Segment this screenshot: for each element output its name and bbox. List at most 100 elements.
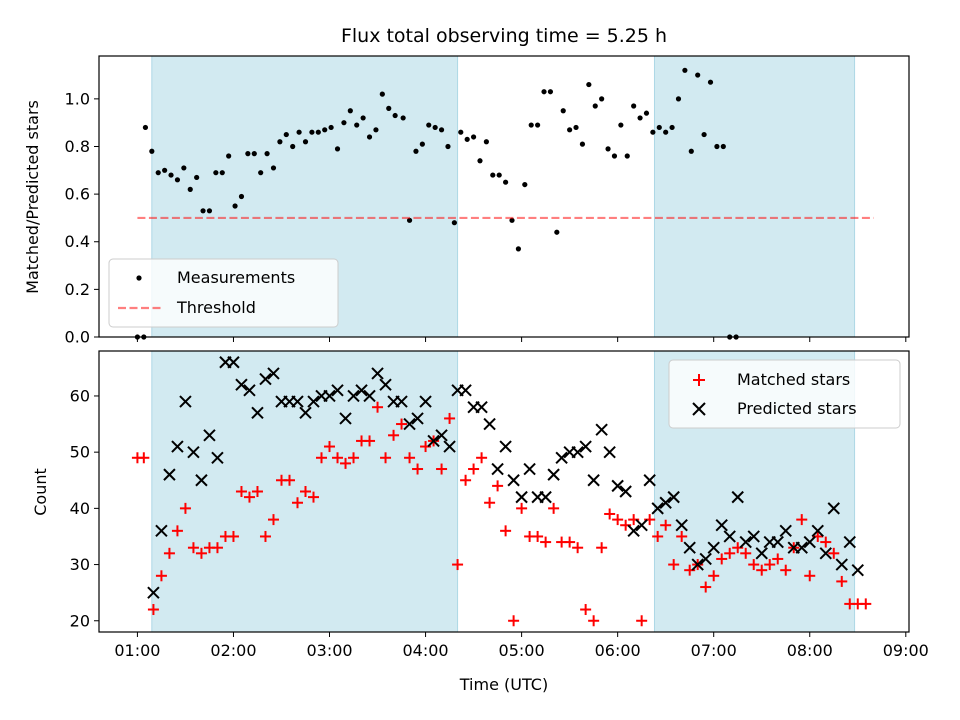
predicted-stars-point: [195, 474, 208, 487]
predicted-stars-point: [331, 384, 344, 397]
predicted-stars-point: [635, 519, 648, 532]
matched-stars-point: [211, 542, 223, 554]
top-y-ticks: 0.0 0.2 0.4 0.6 0.8 1.0: [65, 89, 99, 347]
measurement-point: [599, 96, 605, 102]
predicted-stars-point: [539, 490, 552, 504]
top-y-tick-label: 0.0: [65, 328, 90, 347]
measurement-point: [688, 148, 694, 154]
measurement-point: [142, 124, 149, 131]
predicted-stars-point: [259, 372, 272, 386]
measurement-point: [445, 143, 451, 150]
matched-stars-point: [604, 508, 616, 520]
predicted-stars-point: [235, 378, 248, 391]
predicted-stars-point: [187, 445, 200, 459]
measurement-point: [528, 122, 534, 128]
matched-stars-point: [187, 542, 199, 554]
matched-stars-point: [235, 486, 247, 497]
predicted-stars-point: [643, 474, 656, 487]
predicted-stars-point: [611, 479, 624, 493]
predicted-stars-point: [491, 462, 504, 476]
predicted-stars-point: [603, 445, 616, 459]
predicted-stars-point: [499, 440, 512, 453]
bottom-y-tick-label: 60: [70, 386, 90, 405]
measurement-point: [334, 146, 341, 152]
predicted-stars-point: [731, 490, 744, 504]
matched-stars-point: [860, 598, 872, 610]
measurement-point: [669, 124, 675, 131]
predicted-stars-point: [755, 547, 768, 560]
matched-stars-point: [820, 536, 832, 548]
measurement-point: [624, 153, 630, 159]
measurement-point: [162, 167, 168, 173]
predicted-stars-point: [163, 468, 176, 481]
matched-stars-point: [652, 530, 664, 542]
bottom-x-tick-label: 06:00: [595, 641, 641, 660]
matched-stars-point: [412, 463, 424, 475]
matched-stars-point: [283, 474, 295, 486]
predicted-stars-point: [651, 502, 664, 515]
matched-stars-point: [660, 519, 672, 531]
predicted-stars-point: [179, 395, 192, 408]
predicted-stars-point: [507, 474, 520, 487]
measurement-point: [579, 141, 586, 147]
measurement-point: [503, 179, 509, 185]
top-panel: 0.0 0.2 0.4 0.6 0.8 1.0 Matched/Predicted sta…: [23, 55, 910, 347]
bottom-x-tick-label: 07:00: [691, 641, 737, 660]
matched-stars-point: [468, 463, 480, 475]
matched-stars-point: [259, 530, 271, 542]
predicted-stars-point: [147, 586, 160, 599]
measurement-point: [379, 91, 385, 97]
matched-stars-point: [163, 547, 175, 559]
matched-stars-point: [380, 452, 392, 464]
predicted-stars-point: [363, 389, 376, 403]
matched-stars-point: [572, 542, 584, 554]
predicted-stars-point: [355, 384, 368, 397]
matched-stars-point: [171, 525, 183, 537]
predicted-stars-point: [347, 389, 360, 403]
bottom-panel: 20 30 40 50 60 01:00 02:00 03:00 04:00 05:00 06:0…: [31, 350, 929, 694]
measurement-point: [522, 181, 528, 188]
measurement-point: [643, 110, 650, 116]
measurement-point: [386, 105, 392, 111]
matched-stars-point: [804, 570, 816, 582]
matched-stars-point: [364, 435, 376, 447]
predicted-stars-point: [691, 558, 704, 571]
measurement-point: [631, 103, 637, 109]
measurement-point: [656, 124, 662, 131]
predicted-stars-point: [667, 490, 680, 504]
matched-stars-point: [460, 474, 472, 486]
predicted-stars-point: [475, 400, 488, 414]
predicted-stars-point: [627, 524, 640, 538]
matched-stars-point: [676, 530, 688, 542]
measurement-point: [554, 229, 560, 235]
matched-stars-point: [836, 575, 848, 587]
measurement-point: [328, 124, 334, 131]
measurement-point: [451, 220, 457, 226]
measurement-point: [251, 151, 257, 157]
measurement-point: [245, 151, 251, 157]
predicted-stars-point: [803, 535, 816, 549]
bottom-y-tick-label: 20: [70, 611, 90, 630]
top-y-tick-label: 0.2: [65, 280, 90, 299]
bottom-legend-box: [668, 359, 901, 429]
top-legend-measurements-marker: [136, 275, 142, 281]
matched-stars-point: [300, 486, 312, 497]
predicted-stars-point: [291, 395, 304, 408]
measurement-point: [181, 165, 187, 171]
predicted-stars-point: [571, 445, 584, 459]
predicted-stars-point: [427, 434, 440, 448]
predicted-stars-point: [515, 490, 528, 504]
matched-stars-point: [748, 559, 760, 571]
bottom-legend-predicted-label: Predicted stars: [737, 399, 857, 418]
matched-stars-point: [596, 542, 608, 554]
top-shaded-band: [653, 55, 856, 338]
measurement-point: [496, 172, 502, 178]
measurement-point: [605, 146, 611, 152]
top-x-ticks: [136, 337, 907, 342]
top-y-tick-label: 0.8: [65, 137, 90, 156]
measurement-point: [675, 96, 682, 102]
bottom-legend-matched-label: Matched stars: [737, 370, 850, 389]
measurement-point: [592, 103, 598, 109]
measurement-point: [347, 108, 353, 114]
predicted-stars-point: [659, 496, 672, 509]
